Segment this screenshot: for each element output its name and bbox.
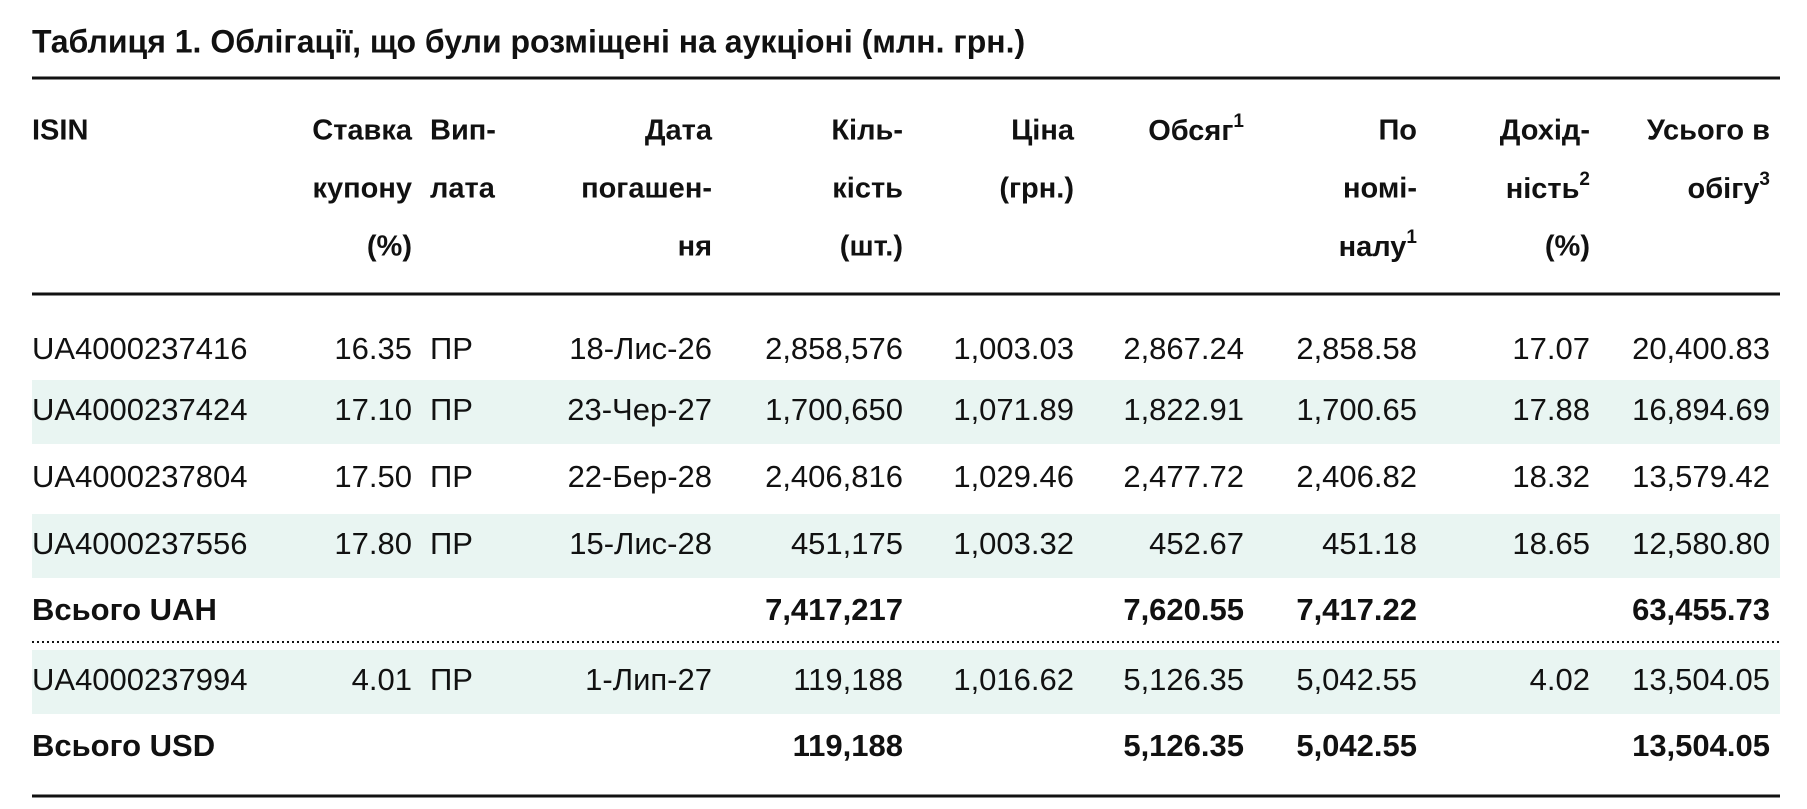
column-header: налу1: [1339, 227, 1418, 263]
cell: 15-Лис-28: [569, 526, 712, 561]
header-text: Обсяг: [1148, 115, 1233, 147]
column-header: (%): [1545, 231, 1590, 263]
table-title: Таблиця 1. Облігації, що були розміщені …: [32, 23, 1025, 59]
column-header: купону: [312, 173, 412, 205]
column-header: лата: [430, 173, 496, 205]
column-header: ня: [678, 231, 712, 263]
column-header: Обсяг1: [1148, 111, 1244, 147]
cell: ПР: [430, 662, 473, 697]
cell: 451.18: [1322, 526, 1417, 561]
cell: 17.80: [334, 526, 412, 561]
cell: 1,700.65: [1296, 392, 1417, 427]
cell: 2,867.24: [1123, 331, 1244, 366]
footnote-mark: 1: [1233, 111, 1244, 132]
cell: UA4000237994: [32, 662, 247, 697]
cell: 1,016.62: [953, 662, 1074, 697]
cell: 16.35: [334, 331, 412, 366]
column-header: Вип-: [430, 115, 496, 147]
column-header: ність2: [1506, 169, 1590, 205]
cell: 119,188: [793, 662, 903, 697]
cell: 17.10: [334, 392, 412, 427]
cell: 5,042.55: [1296, 662, 1417, 697]
total-cell: Всього USD: [32, 728, 215, 763]
total-cell: Всього UAH: [32, 592, 217, 627]
column-header: (шт.): [840, 231, 903, 263]
column-header: ISIN: [32, 115, 88, 147]
header-text: обігу: [1688, 173, 1760, 205]
cell: ПР: [430, 392, 473, 427]
cell: UA4000237556: [32, 526, 247, 561]
header-text: налу: [1339, 231, 1407, 263]
total-cell: 13,504.05: [1632, 728, 1770, 763]
cell: 17.50: [334, 459, 412, 494]
cell: 2,858,576: [765, 331, 903, 366]
cell: 18-Лис-26: [569, 331, 712, 366]
cell: 451,175: [791, 526, 903, 561]
column-header: Ставка: [312, 115, 413, 147]
column-header: погашен-: [581, 173, 712, 205]
cell: UA4000237424: [32, 392, 247, 427]
cell: 2,406.82: [1296, 459, 1417, 494]
total-cell: 119,188: [793, 728, 903, 763]
cell: 16,894.69: [1632, 392, 1770, 427]
column-header: Усього в: [1647, 115, 1770, 147]
column-header: (%): [367, 231, 412, 263]
cell: 2,858.58: [1296, 331, 1417, 366]
total-cell: 7,620.55: [1123, 592, 1244, 627]
total-cell: 7,417.22: [1296, 592, 1417, 627]
column-header: По: [1378, 115, 1417, 147]
total-cell: 7,417,217: [765, 592, 903, 627]
cell: 13,504.05: [1632, 662, 1770, 697]
header-text: ність: [1506, 173, 1580, 205]
total-cell: 5,042.55: [1296, 728, 1417, 763]
cell: 17.88: [1512, 392, 1590, 427]
footnote-mark: 2: [1579, 169, 1590, 190]
cell: 4.02: [1530, 662, 1590, 697]
cell: 17.07: [1512, 331, 1590, 366]
column-header: Дата: [645, 115, 713, 147]
cell: 20,400.83: [1632, 331, 1770, 366]
column-header: (грн.): [999, 173, 1074, 205]
cell: UA4000237416: [32, 331, 247, 366]
cell: 452.67: [1149, 526, 1244, 561]
footnote-mark: 3: [1759, 169, 1770, 190]
cell: 4.01: [352, 662, 412, 697]
column-header: номі-: [1343, 173, 1417, 205]
cell: 18.65: [1512, 526, 1590, 561]
row-shade: [32, 380, 1780, 444]
cell: ПР: [430, 526, 473, 561]
cell: 1,071.89: [953, 392, 1074, 427]
row-shade: [32, 514, 1780, 578]
cell: 23-Чер-27: [567, 392, 712, 427]
column-header: обігу3: [1688, 169, 1770, 205]
cell: UA4000237804: [32, 459, 247, 494]
cell: 1-Лип-27: [585, 662, 712, 697]
total-cell: 5,126.35: [1123, 728, 1244, 763]
cell: 5,126.35: [1123, 662, 1244, 697]
cell: ПР: [430, 459, 473, 494]
cell: 13,579.42: [1632, 459, 1770, 494]
footnote-mark: 1: [1406, 227, 1417, 248]
cell: 1,003.32: [953, 526, 1074, 561]
cell: 22-Бер-28: [568, 459, 712, 494]
column-header: Ціна: [1011, 115, 1075, 147]
cell: ПР: [430, 331, 473, 366]
cell: 1,822.91: [1123, 392, 1244, 427]
cell: 12,580.80: [1632, 526, 1770, 561]
row-shade: [32, 650, 1780, 714]
total-cell: 63,455.73: [1632, 592, 1770, 627]
column-header: Дохід-: [1500, 115, 1590, 147]
cell: 2,406,816: [765, 459, 903, 494]
cell: 1,029.46: [953, 459, 1074, 494]
cell: 1,003.03: [953, 331, 1074, 366]
cell: 2,477.72: [1123, 459, 1244, 494]
cell: 18.32: [1512, 459, 1590, 494]
column-header: Кіль-: [831, 115, 903, 147]
cell: 1,700,650: [765, 392, 903, 427]
column-header: кість: [832, 173, 903, 205]
